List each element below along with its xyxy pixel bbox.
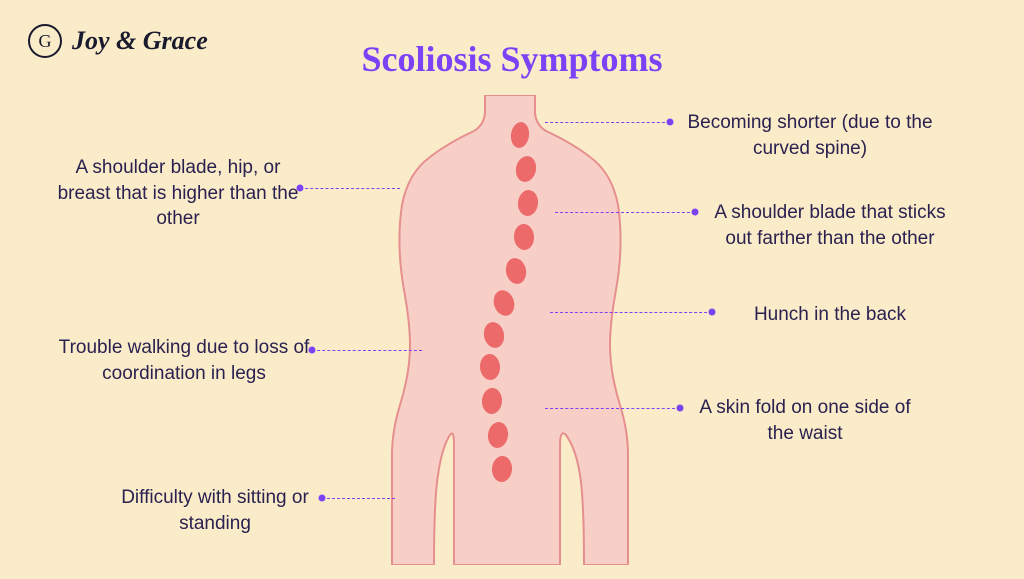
leader-line	[550, 312, 712, 313]
page-title: Scoliosis Symptoms	[0, 38, 1024, 80]
leader-line	[300, 188, 400, 189]
symptom-uneven-shoulder: A shoulder blade, hip, or breast that is…	[48, 155, 308, 232]
torso-svg	[390, 95, 630, 565]
torso-outline	[392, 95, 628, 565]
symptom-skin-fold: A skin fold on one side of the waist	[690, 395, 920, 446]
leader-dot	[677, 405, 684, 412]
symptom-shoulder-blade-out: A shoulder blade that sticks out farther…	[700, 200, 960, 251]
leader-dot	[667, 119, 674, 126]
leader-line	[322, 498, 395, 499]
infographic-canvas: G Joy & Grace Scoliosis Symptoms A shoul…	[0, 0, 1024, 579]
symptom-becoming-shorter: Becoming shorter (due to the curved spin…	[680, 110, 940, 161]
leader-line	[312, 350, 422, 351]
leader-dot	[309, 347, 316, 354]
symptom-trouble-walking: Trouble walking due to loss of coordinat…	[54, 335, 314, 386]
leader-dot	[692, 209, 699, 216]
body-figure	[390, 95, 630, 565]
leader-dot	[319, 495, 326, 502]
leader-dot	[297, 185, 304, 192]
leader-line	[545, 408, 680, 409]
leader-dot	[709, 309, 716, 316]
symptom-hunch-back: Hunch in the back	[720, 302, 940, 328]
symptom-difficulty-sitting: Difficulty with sitting or standing	[105, 485, 325, 536]
leader-line	[545, 122, 670, 123]
leader-line	[555, 212, 695, 213]
